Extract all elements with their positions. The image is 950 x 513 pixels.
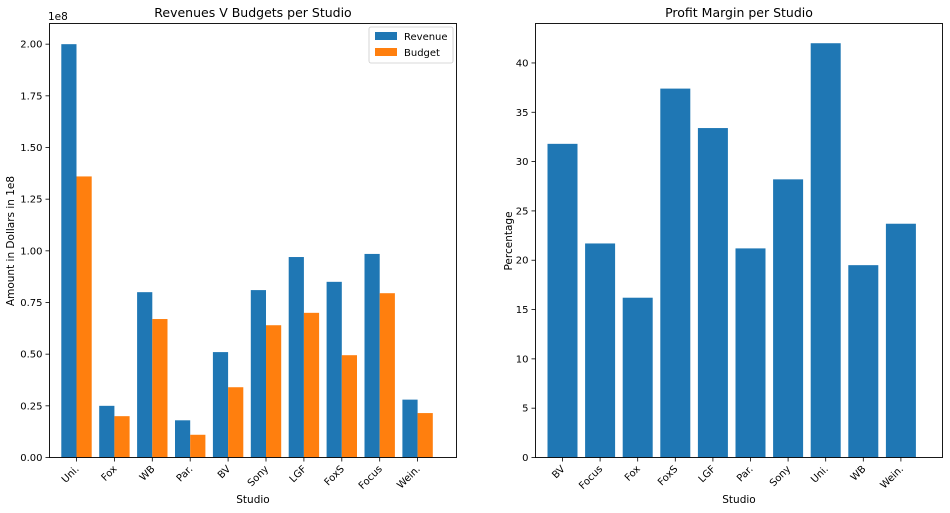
y-tick-label: 0.00: [20, 453, 42, 464]
x-tick-label: BV: [216, 464, 233, 481]
profit-margin-chart: Profit Margin per Studio Studio Percenta…: [503, 5, 943, 506]
y-tick-label: 40: [516, 58, 529, 69]
y-tick-label: 1.75: [20, 91, 42, 102]
bar-FoxS-Budget: [341, 355, 357, 458]
x-axis-label: Studio: [722, 494, 755, 506]
bar-BV: [547, 143, 578, 458]
y-tick-label: 0.50: [20, 350, 42, 361]
y-tick-label: 0.25: [20, 401, 42, 412]
x-tick-label: Wein.: [395, 464, 422, 491]
bar-Fox: [622, 297, 653, 458]
legend-label-revenue: Revenue: [404, 32, 448, 43]
bar-Uni.: [810, 43, 841, 458]
bar-WB-Budget: [152, 319, 168, 458]
y-tick-label: 25: [516, 206, 529, 217]
x-tick-label: Focus: [357, 464, 385, 492]
plot-frame: [535, 23, 943, 458]
chart-title: Profit Margin per Studio: [665, 5, 813, 20]
bar-Wein.-Budget: [417, 413, 433, 458]
chart-title: Revenues V Budgets per Studio: [154, 5, 351, 20]
x-tick-label: Uni.: [60, 464, 82, 486]
y-tick-label: 10: [516, 354, 529, 365]
bar-Focus-Revenue: [364, 253, 380, 458]
bar-Fox-Revenue: [99, 405, 115, 458]
x-tick-label: Fox: [100, 464, 120, 484]
x-tick-label: Sony: [768, 464, 793, 489]
bar-BV-Revenue: [212, 352, 229, 458]
x-tick-label: FoxS: [656, 464, 680, 488]
bar-WB: [848, 265, 879, 458]
bars-layer: [547, 43, 916, 458]
x-tick-label: LGF: [697, 464, 718, 485]
x-tick-label: BV: [550, 464, 567, 481]
y-tick-label: 20: [516, 256, 529, 267]
y-axis-label: Percentage: [503, 211, 515, 270]
bar-Focus: [585, 243, 616, 458]
y-tick-label: 5: [522, 404, 528, 415]
y-offset-label: 1e8: [48, 11, 68, 23]
x-tick-label: WB: [849, 464, 869, 484]
bars-layer: [61, 44, 433, 458]
y-tick-label: 1.25: [20, 195, 42, 206]
plot-frame: [49, 23, 457, 458]
x-tick-label: Par.: [175, 464, 196, 485]
legend: Revenue Budget: [368, 26, 454, 64]
bar-FoxS: [660, 88, 691, 458]
x-tick-label: WB: [138, 464, 158, 484]
bar-Fox-Budget: [114, 416, 130, 458]
x-tick-label: Par.: [735, 464, 756, 485]
bar-Uni.-Budget: [76, 176, 92, 458]
bar-Sony: [773, 179, 804, 458]
bar-Uni.-Revenue: [61, 44, 77, 458]
bar-FoxS-Revenue: [326, 281, 342, 458]
bar-Sony-Budget: [266, 325, 282, 458]
bar-Par.-Budget: [190, 434, 206, 458]
bar-Wein.-Revenue: [402, 399, 418, 458]
bar-Sony-Revenue: [250, 290, 266, 458]
bar-Par.: [735, 248, 766, 458]
legend-swatch-revenue: [375, 32, 397, 40]
bar-WB-Revenue: [137, 292, 153, 458]
y-axis-label: Amount in Dollars in 1e8: [5, 176, 17, 306]
bar-BV-Budget: [228, 387, 244, 458]
x-tick-label: Sony: [246, 464, 271, 489]
x-tick-label: LGF: [288, 464, 309, 485]
x-tick-label: Wein.: [879, 464, 906, 491]
bar-LGF: [697, 128, 728, 458]
bar-Focus-Budget: [379, 293, 395, 458]
y-tick-label: 2.00: [20, 40, 42, 51]
y-tick-label: 1.50: [20, 143, 42, 154]
bar-Wein.: [885, 223, 916, 458]
x-tick-label: Focus: [577, 464, 605, 492]
bar-LGF-Budget: [303, 312, 320, 458]
revenue-budget-chart: Revenues V Budgets per Studio 1e8 Studio…: [5, 5, 457, 506]
bar-Par.-Revenue: [175, 420, 191, 458]
legend-label-budget: Budget: [404, 48, 440, 59]
y-tick-label: 0.75: [20, 298, 42, 309]
x-tick-label: FoxS: [323, 464, 347, 488]
y-tick-label: 0: [522, 453, 528, 464]
x-tick-label: Uni.: [809, 464, 831, 486]
y-tick-label: 30: [516, 157, 529, 168]
x-tick-label: Fox: [623, 464, 643, 484]
x-axis-label: Studio: [236, 494, 269, 506]
legend-swatch-budget: [375, 48, 397, 56]
y-tick-label: 1.00: [20, 246, 42, 257]
bar-LGF-Revenue: [288, 257, 304, 458]
y-tick-label: 15: [516, 305, 529, 316]
y-tick-label: 35: [516, 108, 529, 119]
